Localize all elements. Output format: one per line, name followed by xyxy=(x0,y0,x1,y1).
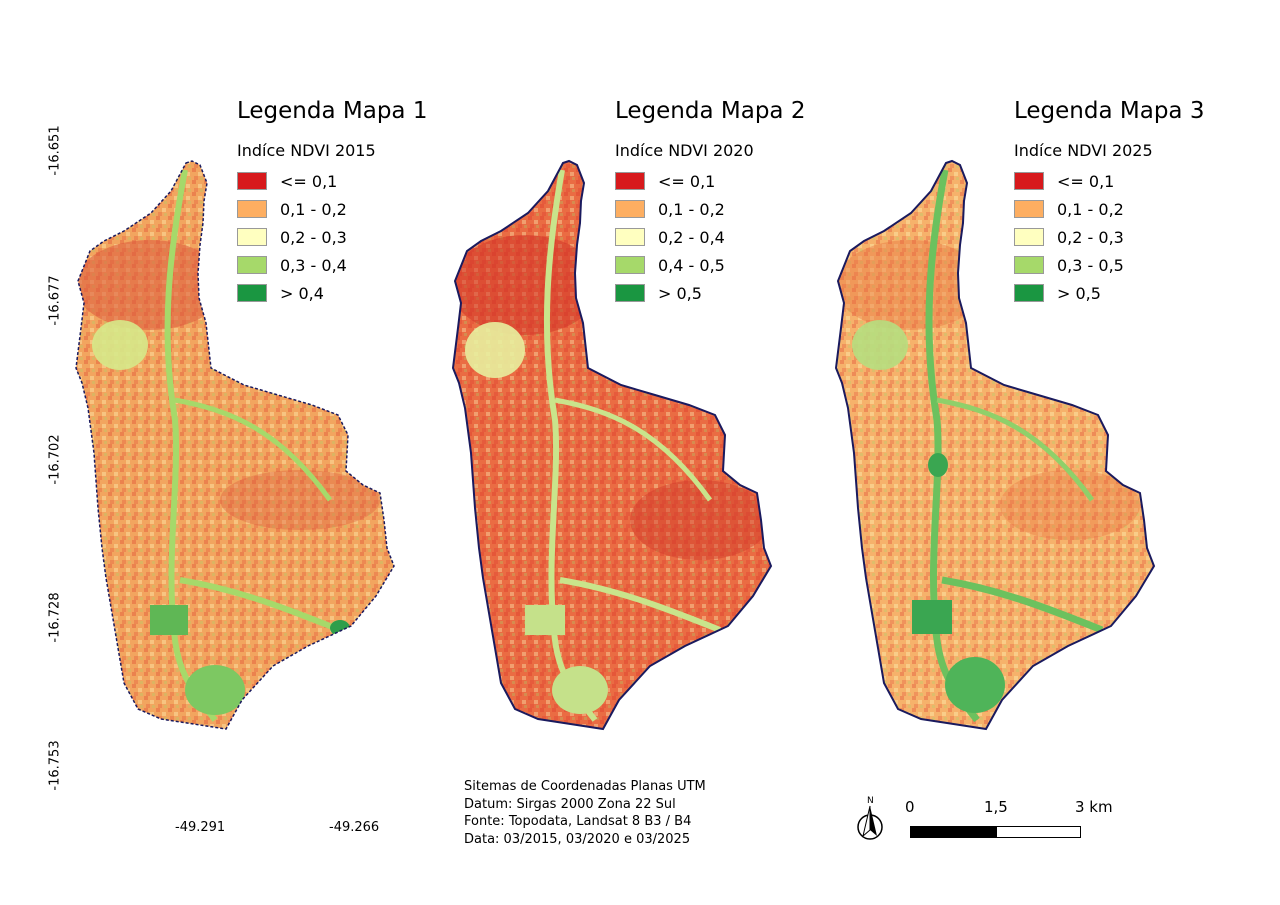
legend-swatch xyxy=(615,172,645,190)
credit-line: Data: 03/2015, 03/2020 e 03/2025 xyxy=(464,831,691,847)
legend-label: > 0,4 xyxy=(280,283,324,303)
legend-swatch xyxy=(615,200,645,218)
legend-item: > 0,5 xyxy=(1014,279,1204,307)
legend-index-label: Indíce NDVI 2020 xyxy=(615,141,754,160)
legend-item: 0,2 - 0,4 xyxy=(615,223,805,251)
legend-map-3: Legenda Mapa 3 Indíce NDVI 2025 <= 0,1 0… xyxy=(1014,97,1204,307)
longitude-label: -49.266 xyxy=(329,820,380,835)
legend-swatch xyxy=(615,284,645,302)
north-arrow-icon: N xyxy=(855,796,891,846)
legend-label: 0,2 - 0,4 xyxy=(658,227,725,247)
latitude-label: -16.677 xyxy=(47,275,63,326)
legend-item: <= 0,1 xyxy=(615,167,805,195)
legend-title: Legenda Mapa 3 xyxy=(1014,98,1205,124)
legend-map-1: Legenda Mapa 1 Indíce NDVI 2015 <= 0,1 0… xyxy=(237,97,427,307)
legend-swatch xyxy=(1014,284,1044,302)
scale-segment xyxy=(996,826,1081,838)
scale-label: 0 xyxy=(905,798,915,816)
legend-label: > 0,5 xyxy=(1057,283,1101,303)
legend-item: 0,1 - 0,2 xyxy=(1014,195,1204,223)
scale-label: 1,5 xyxy=(984,798,1008,816)
legend-item: 0,3 - 0,5 xyxy=(1014,251,1204,279)
legend-label: > 0,5 xyxy=(658,283,702,303)
legend-label: <= 0,1 xyxy=(1057,171,1115,191)
legend-title: Legenda Mapa 1 xyxy=(237,98,428,124)
latitude-label: -16.651 xyxy=(47,125,63,176)
latitude-label: -16.728 xyxy=(47,592,63,643)
legend-swatch xyxy=(1014,256,1044,274)
legend-swatch xyxy=(237,172,267,190)
latitude-label: -16.753 xyxy=(47,740,63,791)
north-label: N xyxy=(867,796,874,806)
legend-index-label: Indíce NDVI 2025 xyxy=(1014,141,1153,160)
legend-index-label: Indíce NDVI 2015 xyxy=(237,141,376,160)
legend-label: 0,1 - 0,2 xyxy=(280,199,347,219)
legend-item: 0,2 - 0,3 xyxy=(237,223,427,251)
legend-label: 0,3 - 0,5 xyxy=(1057,255,1124,275)
legend-item: 0,2 - 0,3 xyxy=(1014,223,1204,251)
latitude-label: -16.702 xyxy=(47,434,63,485)
legend-label: 0,1 - 0,2 xyxy=(1057,199,1124,219)
legend-swatch xyxy=(1014,200,1044,218)
legend-swatch xyxy=(237,284,267,302)
legend-item: <= 0,1 xyxy=(237,167,427,195)
scale-bar: N 0 1,5 3 km xyxy=(855,796,1155,856)
credit-line: Sitemas de Coordenadas Planas UTM xyxy=(464,779,706,794)
legend-label: <= 0,1 xyxy=(280,171,338,191)
legend-item: 0,3 - 0,4 xyxy=(237,251,427,279)
legend-title: Legenda Mapa 2 xyxy=(615,98,806,124)
legend-label: 0,3 - 0,4 xyxy=(280,255,347,275)
longitude-label: -49.291 xyxy=(175,820,226,835)
legend-swatch xyxy=(237,200,267,218)
legend-item: > 0,4 xyxy=(237,279,427,307)
legend-label: 0,4 - 0,5 xyxy=(658,255,725,275)
scale-segment xyxy=(910,826,996,838)
legend-label: 0,2 - 0,3 xyxy=(280,227,347,247)
legend-swatch xyxy=(1014,228,1044,246)
legend-label: 0,2 - 0,3 xyxy=(1057,227,1124,247)
legend-item: 0,1 - 0,2 xyxy=(615,195,805,223)
legend-swatch xyxy=(237,256,267,274)
legend-swatch xyxy=(615,228,645,246)
credit-line: Fonte: Topodata, Landsat 8 B3 / B4 xyxy=(464,814,692,829)
legend-item: > 0,5 xyxy=(615,279,805,307)
legend-map-2: Legenda Mapa 2 Indíce NDVI 2020 <= 0,1 0… xyxy=(615,97,805,307)
legend-item: 0,1 - 0,2 xyxy=(237,195,427,223)
legend-swatch xyxy=(615,256,645,274)
legend-item: <= 0,1 xyxy=(1014,167,1204,195)
legend-label: <= 0,1 xyxy=(658,171,716,191)
legend-swatch xyxy=(237,228,267,246)
legend-label: 0,1 - 0,2 xyxy=(658,199,725,219)
scale-label: 3 km xyxy=(1075,798,1113,816)
credit-line: Datum: Sirgas 2000 Zona 22 Sul xyxy=(464,796,676,812)
legend-item: 0,4 - 0,5 xyxy=(615,251,805,279)
map-credits: Sitemas de Coordenadas Planas UTM Datum:… xyxy=(464,778,706,848)
legend-swatch xyxy=(1014,172,1044,190)
